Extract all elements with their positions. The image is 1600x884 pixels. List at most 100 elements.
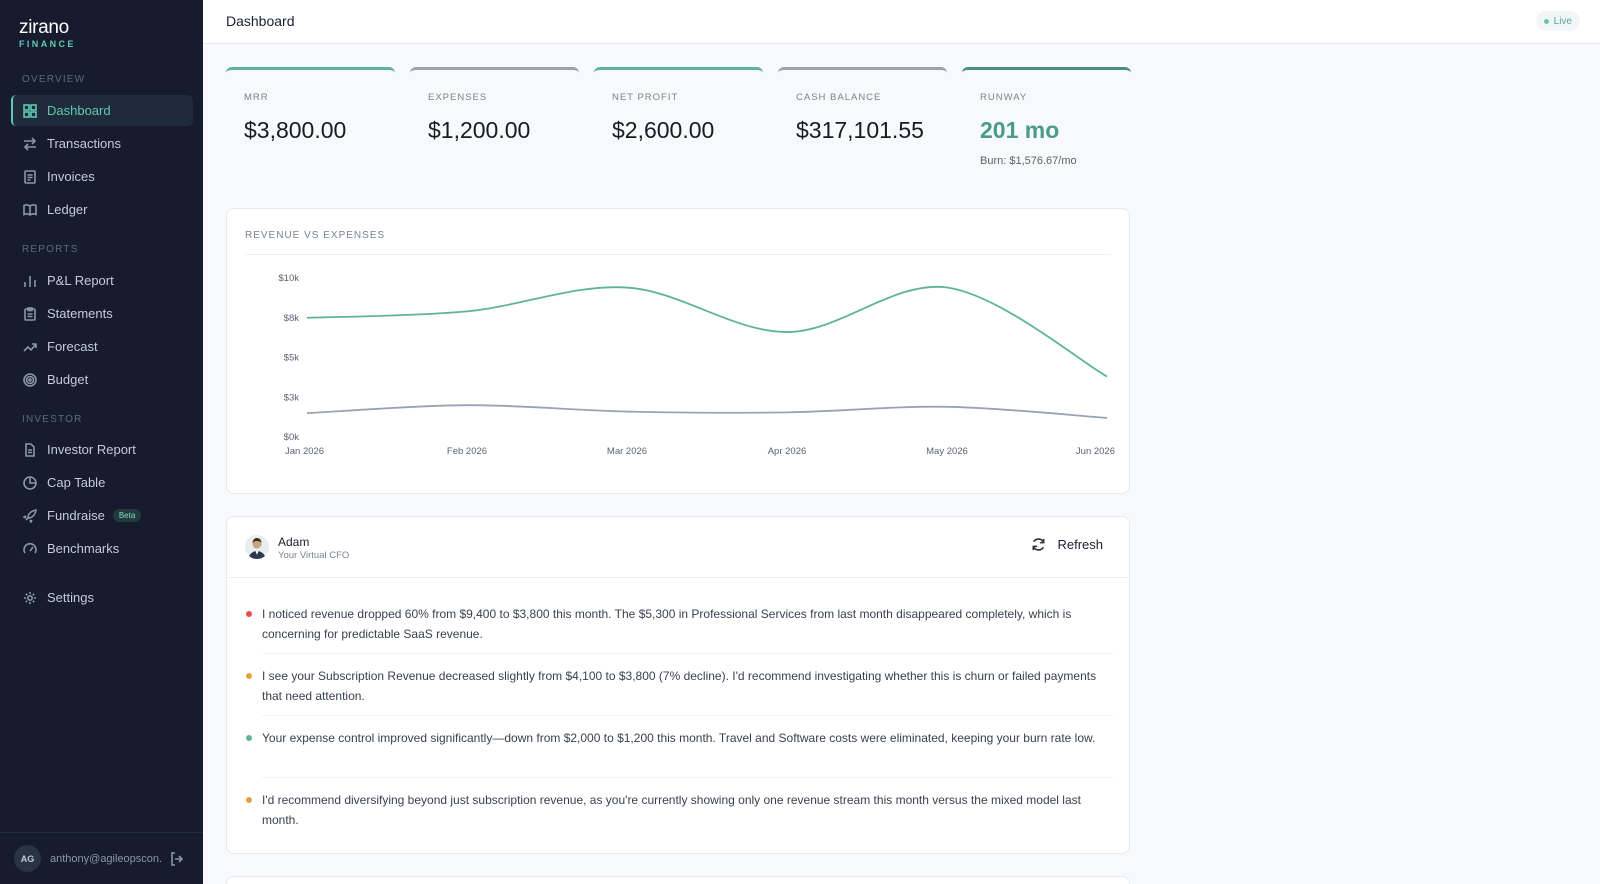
sidebar-item-settings[interactable]: Settings	[11, 582, 193, 613]
sidebar-item-label: Budget	[47, 372, 89, 387]
x-tick-label: Jun 2026	[1076, 446, 1115, 457]
kpi-card-cash-balance: CASH BALANCE $317,101.55	[778, 67, 947, 177]
y-tick-label: $3k	[284, 392, 300, 403]
trend-icon	[23, 340, 37, 354]
kpi-card-net-profit: NET PROFIT $2,600.00	[594, 67, 763, 177]
divider	[262, 777, 1113, 778]
sidebar-item-invoices[interactable]: Invoices	[11, 161, 193, 192]
revenue-expenses-chart-card: REVENUE VS EXPENSES $0k $3k $5k $8k $10k Jan …	[226, 208, 1130, 494]
sidebar-item-label: Benchmarks	[47, 541, 120, 556]
sidebar-item-label: Statements	[47, 306, 113, 321]
live-dot-icon	[1543, 18, 1549, 24]
sidebar-item-label: Settings	[47, 590, 94, 605]
kpi-value: 201 mo	[980, 117, 1060, 143]
clipboard-icon	[23, 306, 37, 321]
insight-item: Your expense control improved significan…	[245, 729, 1113, 749]
x-tick-label: Feb 2026	[447, 446, 487, 457]
x-tick-label: Jan 2026	[285, 446, 324, 457]
sidebar-item-label: Transactions	[47, 136, 121, 151]
sidebar-item-fundraise[interactable]: Fundraise Beta	[11, 500, 193, 531]
invoice-icon	[23, 169, 37, 184]
refresh-icon	[1033, 538, 1045, 551]
severity-dot-warning	[246, 673, 252, 679]
sidebar-item-investor-report[interactable]: Investor Report	[11, 434, 193, 465]
book-icon	[23, 203, 37, 217]
sidebar-item-pl-report[interactable]: P&L Report	[11, 265, 193, 296]
page-title: Dashboard	[226, 13, 295, 29]
chart-title: REVENUE VS EXPENSES	[245, 230, 386, 241]
sidebar-item-ledger[interactable]: Ledger	[11, 194, 193, 225]
grid-icon	[23, 103, 37, 118]
sidebar-item-statements[interactable]: Statements	[11, 298, 193, 329]
y-tick-label: $10k	[278, 273, 299, 284]
sidebar-item-label: Ledger	[47, 202, 88, 217]
divider	[262, 653, 1113, 654]
kpi-card-runway: RUNWAY 201 mo Burn: $1,576.67/mo	[962, 67, 1131, 177]
bar-chart-icon	[23, 274, 37, 288]
logout-icon[interactable]	[170, 851, 184, 866]
user-email: anthony@agileopscon...	[50, 852, 162, 865]
brand-logo[interactable]: zirano FINANCE	[19, 17, 76, 50]
severity-dot-success	[246, 735, 252, 741]
expenses-series-line	[306, 404, 1108, 419]
y-tick-label: $0k	[284, 432, 300, 443]
brand-name: zirano	[19, 17, 69, 38]
kpi-label: MRR	[244, 92, 269, 103]
insight-text: I see your Subscription Revenue decrease…	[262, 669, 1097, 703]
sidebar-item-label: P&L Report	[47, 273, 114, 288]
sidebar-item-forecast[interactable]: Forecast	[11, 331, 193, 362]
brand-subtitle: FINANCE	[19, 39, 76, 49]
beta-badge: Beta	[112, 509, 142, 522]
sidebar-item-cap-table[interactable]: Cap Table	[11, 467, 193, 498]
y-tick-label: $5k	[284, 353, 300, 364]
kpi-label: CASH BALANCE	[796, 92, 882, 103]
avatar[interactable]: AG	[14, 845, 41, 872]
sidebar-item-transactions[interactable]: Transactions	[11, 128, 193, 159]
section-label-investor: INVESTOR	[22, 414, 83, 425]
cfo-name: Adam	[278, 535, 310, 549]
x-tick-label: Apr 2026	[768, 446, 807, 457]
insight-text: I'd recommend diversifying beyond just s…	[262, 793, 1081, 827]
severity-dot-warning	[246, 797, 252, 803]
kpi-label: EXPENSES	[428, 92, 488, 103]
document-icon	[23, 442, 37, 457]
next-card	[226, 876, 1130, 884]
divider	[245, 254, 1111, 255]
insight-text: I noticed revenue dropped 60% from $9,40…	[262, 607, 1072, 641]
divider	[262, 715, 1113, 716]
sidebar-item-budget[interactable]: Budget	[11, 364, 193, 395]
sidebar-item-label: Dashboard	[47, 103, 111, 118]
insight-text: Your expense control improved significan…	[262, 731, 1096, 745]
kpi-card-mrr: MRR $3,800.00	[226, 67, 395, 177]
refresh-label: Refresh	[1057, 537, 1103, 552]
kpi-value: $1,200.00	[428, 117, 531, 143]
sidebar-item-label: Cap Table	[47, 475, 106, 490]
section-label-reports: REPORTS	[22, 244, 79, 255]
refresh-button[interactable]: Refresh	[1031, 537, 1103, 552]
sidebar-item-label: Forecast	[47, 339, 98, 354]
target-icon	[23, 372, 37, 387]
sidebar-footer: AG anthony@agileopscon...	[0, 832, 203, 884]
person-icon	[248, 538, 266, 559]
sidebar-item-label: Invoices	[47, 169, 95, 184]
kpi-value: $2,600.00	[612, 117, 715, 143]
pie-icon	[23, 475, 37, 490]
x-tick-label: Mar 2026	[607, 446, 647, 457]
kpi-label: RUNWAY	[980, 92, 1028, 103]
line-chart: $0k $3k $5k $8k $10k Jan 2026 Feb 2026 Mar 2026…	[278, 273, 1115, 457]
x-tick-label: May 2026	[926, 446, 968, 457]
kpi-value: $317,101.55	[796, 117, 924, 143]
kpi-value: $3,800.00	[244, 117, 347, 143]
arrows-icon	[23, 136, 37, 151]
top-bar: Dashboard Live	[203, 0, 1600, 44]
sidebar-item-label: Fundraise	[47, 508, 105, 523]
sidebar-item-dashboard[interactable]: Dashboard	[11, 95, 193, 126]
cfo-role: Your Virtual CFO	[278, 550, 350, 561]
insight-item: I noticed revenue dropped 60% from $9,40…	[245, 605, 1113, 644]
sidebar-item-benchmarks[interactable]: Benchmarks	[11, 533, 193, 564]
severity-dot-danger	[246, 611, 252, 617]
status-label: Live	[1553, 15, 1572, 27]
section-label-overview: OVERVIEW	[22, 74, 86, 85]
rocket-icon	[23, 508, 37, 523]
y-tick-label: $8k	[284, 313, 300, 324]
